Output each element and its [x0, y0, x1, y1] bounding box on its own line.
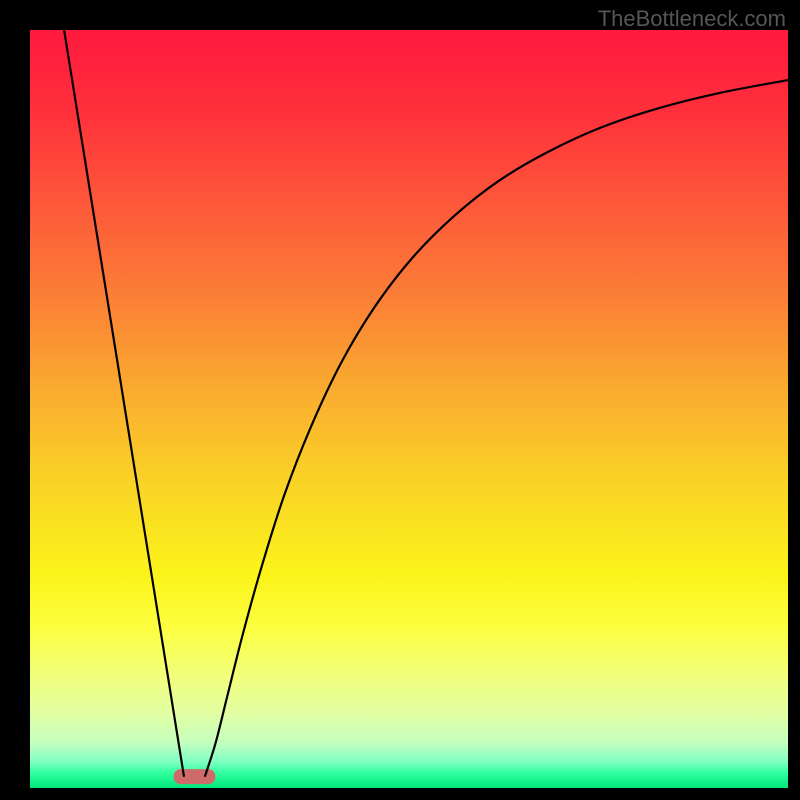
optimum-marker — [174, 769, 216, 784]
watermark-text: TheBottleneck.com — [598, 6, 786, 32]
bottleneck-chart — [0, 0, 800, 800]
chart-container: TheBottleneck.com — [0, 0, 800, 800]
plot-area — [30, 30, 788, 788]
